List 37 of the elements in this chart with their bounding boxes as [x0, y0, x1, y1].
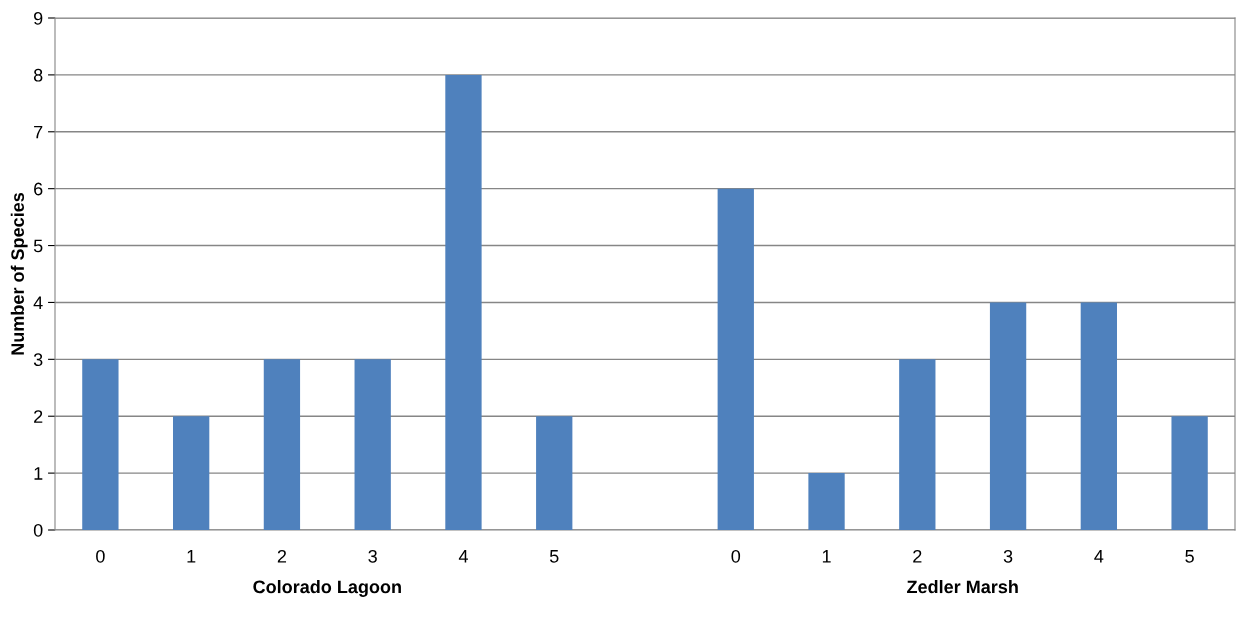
- bar: [808, 473, 845, 530]
- x-tick-label: 2: [277, 549, 287, 563]
- y-tick-label: 4: [33, 296, 43, 309]
- x-tick-label: 2: [913, 549, 922, 563]
- x-tick-label: 0: [96, 549, 105, 563]
- y-tick-label: 5: [33, 239, 43, 253]
- bar: [173, 416, 210, 530]
- x-tick-label: 3: [1003, 549, 1013, 563]
- x-tick-label: 5: [549, 550, 559, 563]
- bar: [82, 359, 119, 530]
- y-axis-title: Number of Species: [10, 192, 28, 355]
- bar: [445, 74, 482, 530]
- y-tick-label: 1: [34, 467, 43, 480]
- y-tick-label: 8: [33, 68, 43, 82]
- y-tick-label: 0: [33, 523, 43, 537]
- text: Zedler Marsh: [907, 580, 1018, 594]
- bar: [1171, 416, 1208, 530]
- y-tick-label: 2: [34, 410, 43, 423]
- x-tick-label: 1: [822, 550, 831, 563]
- y-tick-label: 6: [34, 182, 43, 196]
- bar: [536, 416, 573, 530]
- y-tick-label: 3: [33, 353, 43, 367]
- bar: [899, 359, 936, 530]
- y-tick-label: 9: [34, 11, 43, 25]
- bar: [354, 359, 391, 530]
- y-tick-label: 7: [34, 125, 43, 139]
- bar: [263, 359, 301, 530]
- x-tick-label: 3: [368, 549, 377, 563]
- x-tick-label: 0: [731, 549, 741, 563]
- bar: [989, 302, 1027, 530]
- bar: [717, 188, 754, 530]
- bar: [1080, 302, 1117, 530]
- text: Colorado Lagoon: [253, 580, 401, 597]
- x-tick-label: 4: [1094, 550, 1104, 563]
- x-tick-label: 5: [1185, 550, 1194, 563]
- x-tick-label: 1: [187, 550, 196, 563]
- x-tick-label: 4: [458, 550, 468, 563]
